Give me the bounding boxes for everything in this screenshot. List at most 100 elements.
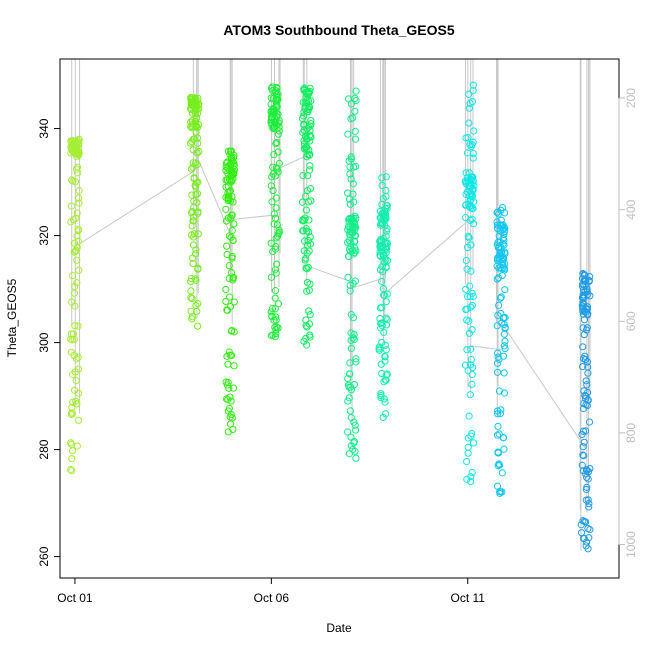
data-point xyxy=(470,127,478,135)
data-point xyxy=(271,294,279,302)
data-point xyxy=(468,301,476,310)
data-point xyxy=(380,251,388,259)
data-point xyxy=(72,397,80,405)
x-tick-label: Oct 06 xyxy=(254,591,290,605)
data-point xyxy=(498,469,506,477)
data-point xyxy=(70,137,78,145)
data-point xyxy=(493,221,502,229)
data-point xyxy=(468,380,476,388)
data-point xyxy=(349,114,357,122)
data-point xyxy=(497,216,505,224)
data-point xyxy=(378,174,386,182)
data-point xyxy=(68,409,76,417)
data-point xyxy=(346,407,354,415)
data-point xyxy=(271,245,280,253)
data-point xyxy=(463,346,471,354)
data-point xyxy=(271,287,280,295)
data-point xyxy=(68,141,76,149)
data-point xyxy=(346,247,355,256)
data-point xyxy=(300,86,308,95)
data-point xyxy=(467,175,475,184)
data-point xyxy=(272,164,280,172)
data-point xyxy=(466,99,474,107)
data-point xyxy=(347,413,355,422)
data-point xyxy=(377,245,385,254)
data-point xyxy=(75,199,83,207)
data-point xyxy=(349,334,357,342)
y-tick-label: 320 xyxy=(37,225,51,245)
data-point xyxy=(579,270,587,278)
data-point xyxy=(352,162,360,170)
data-point xyxy=(73,153,81,161)
data-point xyxy=(228,254,236,262)
data-point xyxy=(67,466,75,474)
y2-tick-label: 1000 xyxy=(624,531,638,558)
data-point xyxy=(578,461,586,469)
data-point xyxy=(469,220,478,228)
data-point xyxy=(67,202,76,210)
data-point xyxy=(466,361,475,369)
data-point xyxy=(375,343,383,351)
data-point xyxy=(584,524,592,533)
data-point xyxy=(274,130,282,138)
trace-connector xyxy=(306,265,353,283)
data-point xyxy=(377,393,385,402)
data-point xyxy=(467,473,475,481)
data-point xyxy=(347,244,355,252)
data-point xyxy=(467,345,475,353)
data-point xyxy=(350,335,358,344)
data-point xyxy=(580,316,589,324)
data-point xyxy=(74,237,82,245)
data-point xyxy=(463,305,471,313)
data-point xyxy=(382,298,390,306)
data-point xyxy=(222,395,231,403)
data-point xyxy=(464,449,472,457)
x-axis: Oct 01 Oct 06 Oct 11 xyxy=(57,577,485,605)
data-point xyxy=(497,293,505,301)
data-point xyxy=(274,324,282,332)
data-point xyxy=(495,387,504,395)
data-point xyxy=(301,103,309,111)
data-point xyxy=(194,300,202,308)
data-point xyxy=(272,313,280,321)
data-point xyxy=(468,371,476,379)
data-point xyxy=(466,141,474,149)
data-point xyxy=(70,289,79,297)
data-point xyxy=(224,407,232,415)
data-point xyxy=(376,252,385,260)
y-tick-label: 280 xyxy=(37,439,51,459)
data-point xyxy=(274,230,282,238)
data-point xyxy=(351,244,359,252)
data-point xyxy=(379,194,387,203)
data-point xyxy=(344,428,352,436)
data-point xyxy=(378,303,386,312)
data-point xyxy=(382,173,390,181)
data-point xyxy=(270,109,278,117)
data-point xyxy=(223,176,231,184)
data-point xyxy=(222,166,230,175)
data-point xyxy=(500,389,509,397)
data-point xyxy=(69,398,77,406)
data-point xyxy=(72,246,80,254)
data-point xyxy=(306,233,314,241)
data-point xyxy=(345,383,353,391)
data-point xyxy=(274,168,282,176)
data-point xyxy=(227,233,235,241)
data-point xyxy=(344,397,352,405)
data-point xyxy=(351,127,359,135)
data-point xyxy=(68,410,77,418)
data-point xyxy=(67,137,75,145)
data-point xyxy=(583,381,591,389)
data-point xyxy=(583,324,591,332)
data-point xyxy=(189,159,197,167)
data-point xyxy=(302,254,310,262)
data-point xyxy=(494,449,502,457)
data-point xyxy=(584,545,592,553)
data-point xyxy=(75,416,83,425)
data-point xyxy=(223,250,231,259)
data-point xyxy=(378,322,386,330)
data-point xyxy=(229,384,238,392)
data-point xyxy=(582,377,590,385)
data-point xyxy=(191,183,200,191)
data-point xyxy=(224,378,232,387)
